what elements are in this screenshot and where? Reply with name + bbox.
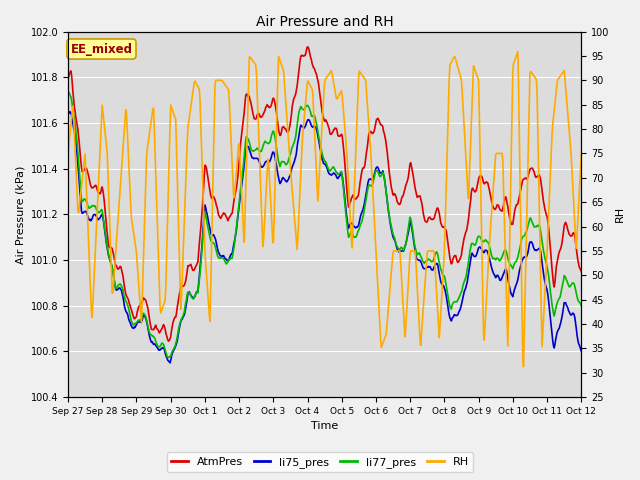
Y-axis label: RH: RH	[615, 206, 625, 222]
Legend: AtmPres, li75_pres, li77_pres, RH: AtmPres, li75_pres, li77_pres, RH	[166, 452, 474, 472]
X-axis label: Time: Time	[311, 421, 339, 432]
Title: Air Pressure and RH: Air Pressure and RH	[256, 15, 394, 29]
Y-axis label: Air Pressure (kPa): Air Pressure (kPa)	[15, 165, 25, 264]
Text: EE_mixed: EE_mixed	[70, 43, 132, 56]
